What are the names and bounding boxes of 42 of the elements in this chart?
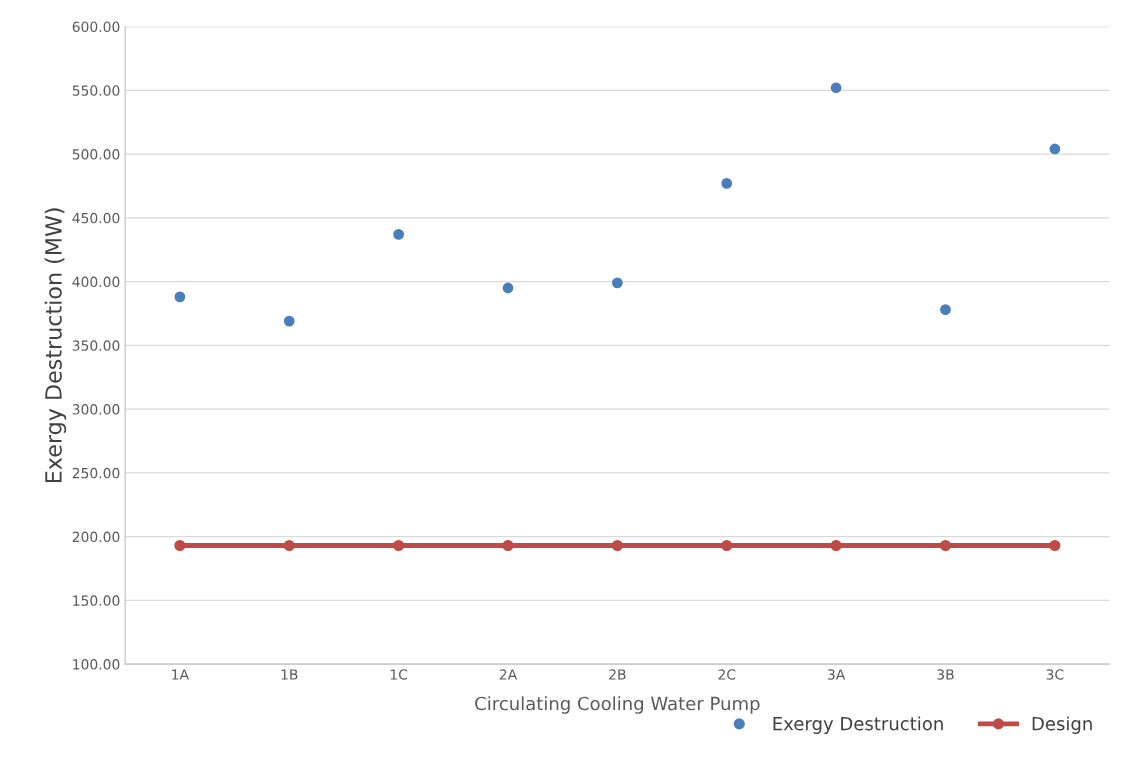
legend-label: Exergy Destruction [773, 716, 943, 734]
point [940, 304, 951, 315]
x-tick-label: 1C [390, 669, 408, 680]
y-tick-label: 250.00 [72, 467, 120, 479]
point [721, 178, 733, 189]
y-tick-label: 400.00 [72, 276, 120, 288]
point [721, 539, 733, 552]
point [283, 539, 295, 552]
x-tick-label: 3C [1046, 669, 1064, 680]
x-tick-label: 1A [172, 669, 189, 680]
x-axis-title: Circulating Cooling Water Pump [475, 696, 760, 714]
point [502, 282, 514, 294]
x-tick-label: 1B [281, 669, 298, 680]
x-tick-label: 2B [609, 669, 626, 680]
point [1049, 143, 1061, 155]
point [830, 82, 842, 94]
x-tick-label: 2C [718, 669, 736, 680]
point [283, 315, 295, 327]
point [393, 539, 405, 552]
y-axis-title: Exergy Destruction (MW) [44, 208, 67, 483]
point [174, 539, 186, 552]
point [502, 539, 514, 552]
y-tick-label: 550.00 [72, 85, 120, 96]
y-tick-label: 100.00 [73, 659, 120, 670]
y-tick-label: 500.00 [72, 149, 120, 160]
x-tick-label: 2A [499, 669, 518, 680]
y-tick-label: 200.00 [72, 531, 120, 543]
point [611, 539, 623, 552]
x-tick-label: 3A [828, 669, 846, 680]
x-tick-label: 3B [937, 669, 954, 680]
point [612, 277, 623, 289]
y-tick-label: 600.00 [72, 21, 120, 33]
point [1049, 539, 1061, 552]
point [174, 291, 186, 303]
legend-label: Design [1032, 716, 1092, 734]
y-tick-label: 350.00 [72, 340, 120, 351]
y-tick-label: 150.00 [73, 595, 120, 606]
point [830, 539, 842, 552]
y-tick-label: 300.00 [72, 404, 120, 415]
y-tick-label: 450.00 [72, 212, 120, 224]
point [939, 539, 952, 552]
point [393, 229, 404, 240]
